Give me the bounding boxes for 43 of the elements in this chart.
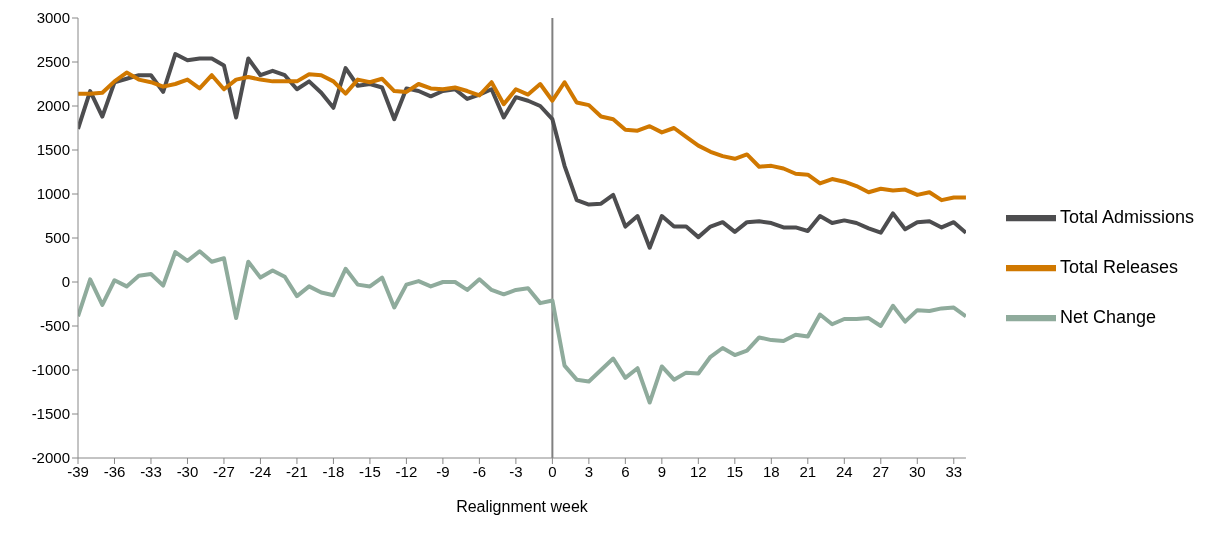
x-tick-label: 15 (726, 462, 744, 480)
legend-label: Net Change (1059, 306, 1157, 327)
x-tick-label: 9 (657, 462, 667, 480)
legend-label: Total Releases (1059, 256, 1179, 277)
x-tick-label: 6 (621, 462, 630, 480)
x-tick-label: 24 (835, 462, 853, 480)
x-tick-label: -39 (67, 462, 89, 480)
x-tick-label: 30 (908, 462, 926, 480)
y-tick-label: 2500 (36, 53, 70, 71)
x-tick-label: -9 (436, 462, 450, 480)
y-tick-label: -2000 (31, 449, 70, 467)
x-tick-label: 12 (690, 462, 707, 480)
x-tick-label: -21 (286, 462, 308, 480)
x-tick-label: -6 (472, 462, 487, 480)
y-tick-label: 500 (44, 229, 70, 247)
x-tick-label: 3 (584, 462, 594, 480)
y-tick-label: 1000 (36, 185, 70, 203)
x-tick-label: 33 (945, 462, 963, 480)
x-tick-label: -15 (359, 462, 381, 480)
y-tick-label: 3000 (36, 9, 70, 27)
legend-label: Total Admissions (1059, 206, 1194, 227)
x-tick-label: 0 (548, 462, 557, 480)
x-tick-label: -24 (249, 462, 272, 480)
line-series (78, 52, 966, 250)
x-tick-label: 18 (762, 462, 780, 480)
y-tick-label: 2000 (36, 97, 70, 115)
line-series (78, 70, 966, 203)
x-tick-label: 27 (872, 462, 890, 480)
x-tick-label: -33 (140, 462, 162, 480)
x-tick-label: -3 (509, 462, 523, 480)
x-tick-label: 21 (799, 462, 817, 480)
y-tick-label: -1500 (31, 405, 70, 423)
y-tick-label: 1500 (36, 141, 70, 159)
y-tick-label: -1000 (31, 361, 70, 379)
x-axis-title: Realignment week (456, 498, 589, 515)
line-series (78, 249, 966, 405)
x-tick-label: -12 (395, 462, 418, 480)
y-tick-label: 0 (61, 273, 70, 291)
x-tick-label: -18 (322, 462, 345, 480)
x-tick-label: -36 (103, 462, 126, 480)
x-tick-label: -30 (176, 462, 199, 480)
x-tick-label: -27 (213, 462, 235, 480)
y-tick-label: -500 (39, 317, 70, 335)
